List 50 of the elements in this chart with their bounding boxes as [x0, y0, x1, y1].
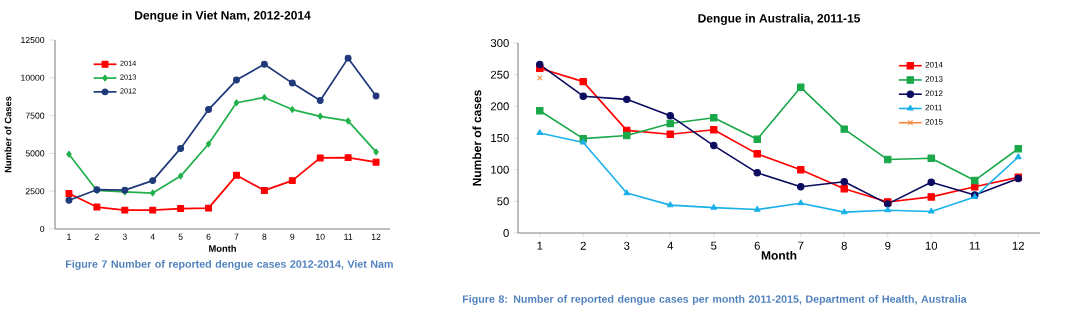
y-tick-label: 7500 — [25, 112, 45, 119]
x-tick-label: 7 — [234, 233, 239, 240]
y-tick-label: 200 — [490, 102, 509, 111]
x-tick-label: 9 — [885, 241, 891, 250]
y-axis-title: Number of Cases — [4, 96, 12, 173]
legend-label: 2011 — [925, 104, 942, 111]
y-tick-label: 50 — [497, 197, 509, 206]
x-axis-title: Month — [209, 245, 236, 252]
x-tick-label: 2 — [94, 233, 99, 240]
y-tick-label: 150 — [491, 134, 509, 143]
legend-label: 2013 — [925, 76, 943, 82]
x-tick-label: 1 — [537, 241, 543, 250]
legend-label: 2012 — [925, 90, 943, 97]
x-tick-label: 5 — [711, 241, 717, 250]
y-tick-label: 300 — [490, 39, 509, 48]
y-tick-label: 0 — [40, 225, 45, 233]
legend-label: 2014 — [925, 61, 943, 68]
x-tick-label: 4 — [667, 241, 674, 250]
x-tick-label: 8 — [841, 241, 847, 250]
x-tick-label: 10 — [316, 233, 325, 240]
y-tick-label: 5000 — [25, 150, 45, 157]
y-tick-label: 100 — [491, 165, 509, 174]
y-tick-label: 12500 — [21, 36, 45, 44]
y-tick-label: 0 — [503, 229, 509, 238]
y-tick-label: 250 — [490, 70, 509, 79]
x-axis-title: Month — [761, 250, 797, 260]
x-tick-label: 8 — [262, 233, 267, 240]
x-tick-label: 2 — [580, 241, 586, 250]
legend-label: 2015 — [925, 118, 943, 125]
chart-title: Dengue in Australia, 2011-15 — [698, 13, 861, 25]
x-tick-label: 6 — [206, 233, 211, 240]
x-tick-label: 5 — [178, 233, 183, 240]
y-axis-title: Number of cases — [472, 90, 482, 186]
x-tick-label: 12 — [371, 233, 381, 240]
chart-title: Dengue in Viet Nam, 2012-2014 — [135, 10, 311, 22]
x-tick-label: 3 — [122, 233, 127, 240]
x-tick-label: 9 — [290, 233, 295, 240]
x-tick-label: 1 — [67, 233, 71, 240]
y-tick-label: 2500 — [25, 188, 45, 195]
x-tick-label: 12 — [1012, 241, 1024, 250]
caption: Figure 7 Number of reported dengue cases 2012-2014, Viet Nam — [65, 260, 393, 270]
caption: Figure 8: Number of reported dengue cases per month 2011-2015, Department of Health, Australia — [462, 295, 967, 305]
x-tick-label: 4 — [150, 233, 155, 240]
x-tick-label: 11 — [969, 241, 981, 250]
x-tick-label: 7 — [798, 241, 804, 250]
y-tick-label: 10000 — [21, 74, 45, 81]
x-tick-label: 10 — [925, 241, 938, 250]
x-tick-label: 6 — [754, 241, 760, 250]
x-tick-label: 3 — [624, 241, 630, 250]
x-tick-label: 11 — [344, 233, 353, 240]
